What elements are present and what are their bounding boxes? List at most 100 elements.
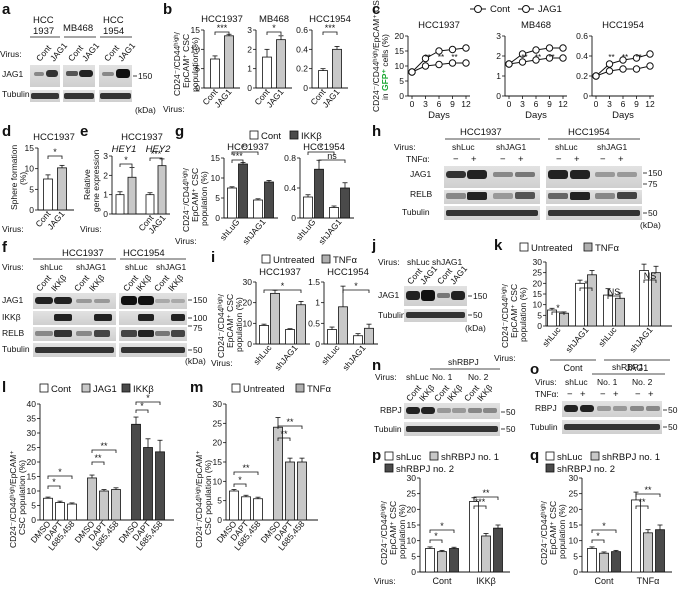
bar-jag1 <box>332 48 342 89</box>
b0-tick-label: 5 <box>195 64 200 74</box>
ylabel-line2: EpCAM⁺ CSC <box>225 294 235 348</box>
panel-label-l: l <box>2 379 6 396</box>
svg-text:IKKβ: IKKβ <box>49 273 69 294</box>
bar-shluc <box>587 548 597 573</box>
lane-group-shjag1: shJAG1 <box>597 142 628 152</box>
b0-tick-label: 15 <box>191 25 201 35</box>
bar-tnfa <box>338 306 348 345</box>
q-tick-label: 30 <box>569 473 579 483</box>
bar-tnfa <box>587 274 597 327</box>
lane-jag1: JAG1 <box>116 40 138 63</box>
lane-group-shluc: shLuc <box>407 257 430 267</box>
svg-text:+: + <box>648 389 654 400</box>
bar-tnfa <box>364 327 374 345</box>
mw-marker: 150 <box>138 71 152 81</box>
significance-bracket <box>135 401 161 405</box>
bar-shrbpj1 <box>437 551 447 573</box>
point-jag1 <box>559 44 567 52</box>
x-label: shLuc <box>540 324 563 348</box>
point-jag1 <box>532 46 540 54</box>
point-jag1 <box>408 68 416 76</box>
virus-label-i: Virus: <box>211 358 233 368</box>
bar-cont <box>115 194 125 215</box>
panel-q: q shLuc shRBPJ no. 1 shRBPJ no. 2 CD24⁻/… <box>530 447 660 565</box>
panel-h: h HCC1937 HCC1954 Virus: shLuc shJAG1 sh… <box>372 123 662 230</box>
svg-text:−: − <box>600 389 606 400</box>
ylabel-line2: EpCAM⁺ CSC <box>509 284 519 338</box>
legend-tnfa-m: TNFα <box>307 384 331 395</box>
significance-bracket <box>342 289 370 293</box>
c1-tick-label: 0 <box>496 91 501 101</box>
virus-label-d: Virus: <box>2 224 24 234</box>
panel-label-b: b <box>163 1 172 18</box>
panel-o: o shRBPJ Virus: shLuc No. 1 No. 2 TNFα: … <box>530 361 678 434</box>
point-cont <box>518 58 527 66</box>
panel-label-e: e <box>80 123 88 140</box>
chart-title: HCC1937 <box>227 142 269 153</box>
x-label-shjag1: shJAG1 <box>316 217 343 247</box>
c2-tick-label: 0.6 <box>576 31 588 41</box>
point-jag1 <box>619 56 627 64</box>
bar-cont <box>145 194 155 215</box>
bar-jag1 <box>127 176 137 215</box>
svg-text:50: 50 <box>473 310 483 320</box>
svg-text:IKKβ: IKKβ <box>134 273 154 294</box>
x-label: shJAG1 <box>627 325 654 355</box>
virus-label-h: Virus: <box>394 142 416 152</box>
significance-bracket <box>91 461 105 465</box>
row-label-jag1: JAG1 <box>2 69 24 79</box>
g0-tick-label: 5 <box>215 193 220 203</box>
bar-tnfa <box>270 292 280 345</box>
panel-label-n: n <box>372 357 381 374</box>
x-tick-label: 12 <box>645 99 655 109</box>
c0-tick-label: 15 <box>395 46 405 56</box>
d-tick-label: 10 <box>25 164 35 174</box>
legend-untreated-m: Untreated <box>243 384 285 395</box>
significance-bracket <box>47 155 63 159</box>
m-tick-label: 30 <box>213 399 223 409</box>
bar-cont <box>55 502 65 521</box>
significance-label: ** <box>438 53 444 62</box>
x-tick-label: 9 <box>450 99 455 109</box>
significance-label: * <box>53 147 57 157</box>
bar-ikkb <box>340 187 350 219</box>
chart-title: HCC1954 <box>303 142 345 153</box>
mw-marker: 50 <box>648 208 658 218</box>
significance-bracket <box>429 539 443 543</box>
gene-label-hey1: HEY1 <box>112 144 137 155</box>
point-cont <box>545 54 554 62</box>
bar-shrbpj2 <box>493 527 503 573</box>
significance-bracket <box>231 159 244 163</box>
panel-label-h: h <box>372 123 381 140</box>
legend-cont-l: Cont <box>51 384 71 395</box>
x-label-shluc: shLuc <box>319 342 342 366</box>
i1-tick-label: 1 <box>315 298 320 308</box>
row-label-relb: RELB <box>410 189 433 199</box>
legend-shrbpj2-p: shRBPJ no. 2 <box>396 464 454 475</box>
significance-label: * <box>556 303 560 313</box>
legend-cont: Cont <box>490 4 510 15</box>
ylabel-line1: CD24⁻/CD44ʰⁱᵍʰ/ <box>216 293 226 358</box>
x-tick-label: 6 <box>437 99 442 109</box>
panel-a: a HCC 1937 MB468 HCC 1954 Virus: Cont JA… <box>0 1 156 115</box>
bar-untreated <box>285 329 295 345</box>
c2-tick-label: 0 <box>583 91 588 101</box>
bar-shrbpj1 <box>481 535 491 573</box>
ylabel-line1: CD24⁻/CD44ʰⁱᵍʰ/ <box>500 283 510 348</box>
chart-title: HCC1937 <box>201 14 243 25</box>
bar-jag1 <box>157 165 167 215</box>
significance-bracket <box>47 475 73 479</box>
row-label-tubulin: Tubulin <box>402 207 430 217</box>
svg-text:−: − <box>556 154 562 165</box>
bar-cont <box>210 58 220 89</box>
panel-label-o: o <box>530 361 539 378</box>
bar-cont <box>318 70 328 89</box>
bar-ikkb <box>131 423 141 521</box>
panel-i: i Untreated TNFα CD24⁻/CD44ʰⁱᵍʰ/ EpCAM⁺ … <box>211 249 357 368</box>
bar-shrbpj1 <box>599 552 609 573</box>
m-tick-label: 0 <box>217 515 222 525</box>
svg-text:50: 50 <box>193 345 203 355</box>
x-tick-label: 3 <box>607 99 612 109</box>
lane-group-shjag1: shJAG1 <box>432 257 463 267</box>
significance-bracket <box>429 529 455 533</box>
